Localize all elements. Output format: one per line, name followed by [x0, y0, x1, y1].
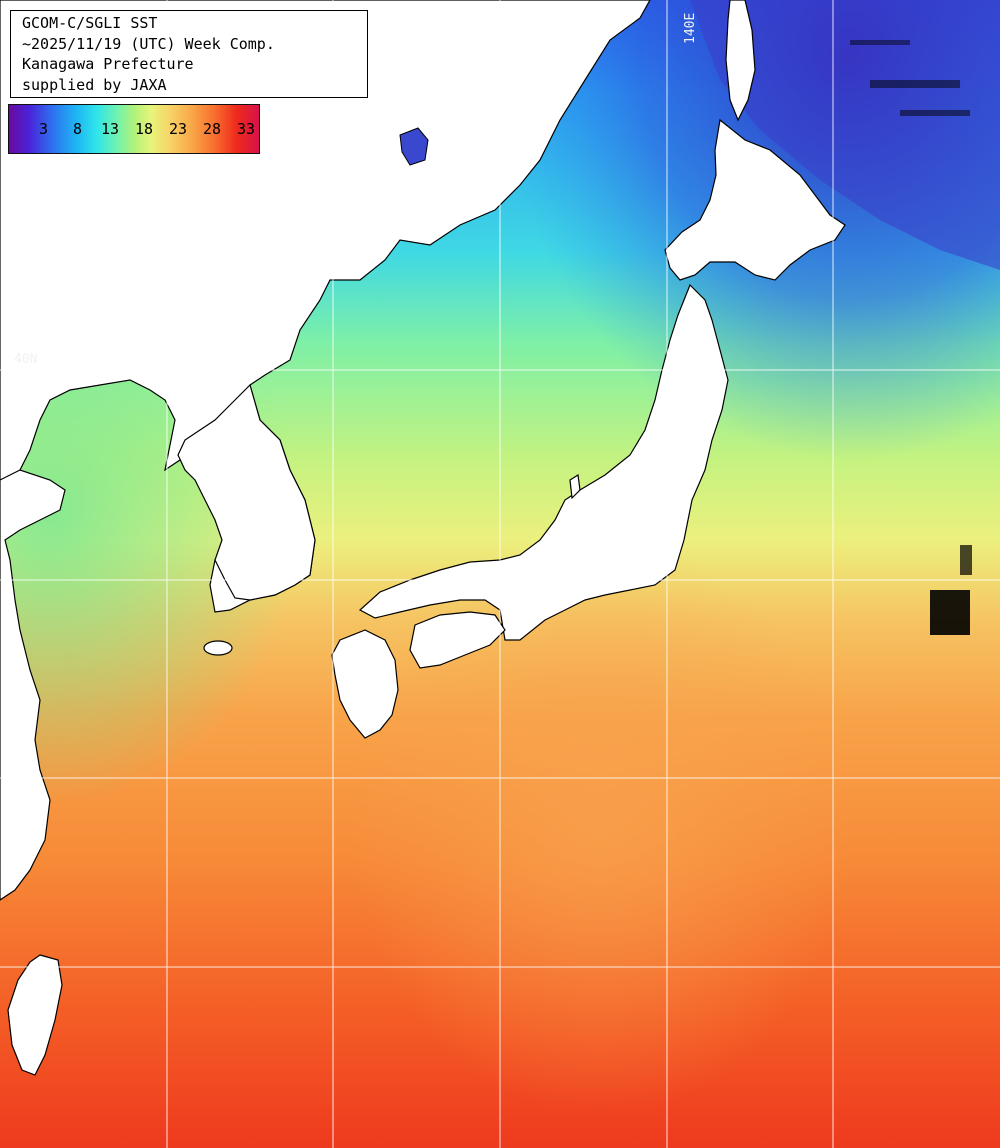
korean-peninsula	[177, 383, 316, 601]
legend-label-18: 18	[135, 120, 154, 138]
small-island-marker	[399, 127, 429, 166]
jeju	[203, 640, 233, 656]
taiwan	[7, 954, 63, 1076]
china-east-coast	[0, 469, 66, 901]
longitude-label: 140E	[683, 12, 698, 44]
kyushu	[331, 629, 399, 739]
legend-label-3: 3	[39, 120, 49, 138]
cloud-mask	[850, 40, 972, 635]
latitude-label: 40N	[14, 352, 38, 367]
map-title-box: GCOM-C/SGLI SST ~2025/11/19 (UTC) Week C…	[10, 10, 368, 98]
okhotsk-cold-water	[690, 0, 1000, 270]
title-line-2: ~2025/11/19 (UTC) Week Comp.	[22, 34, 275, 53]
title-line-3: Kanagawa Prefecture	[22, 55, 194, 73]
sakhalin	[725, 0, 756, 122]
sado	[569, 473, 581, 500]
legend-label-33: 33	[237, 120, 256, 138]
hokkaido	[664, 118, 846, 281]
shikoku	[409, 611, 506, 669]
title-line-1: GCOM-C/SGLI SST	[22, 14, 158, 32]
legend-label-23: 23	[169, 120, 188, 138]
legend-label-28: 28	[203, 120, 222, 138]
temperature-color-legend: 3 8 13 18 23 28 33	[8, 104, 260, 154]
title-line-4: supplied by JAXA	[22, 75, 167, 94]
honshu	[358, 283, 729, 641]
legend-label-13: 13	[101, 120, 120, 138]
legend-label-8: 8	[73, 120, 83, 138]
